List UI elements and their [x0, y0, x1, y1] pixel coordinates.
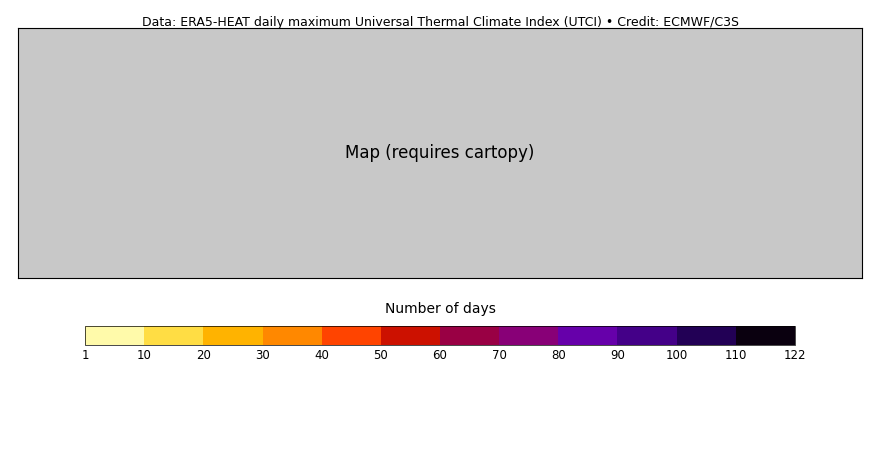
FancyBboxPatch shape	[85, 326, 144, 345]
Text: 122: 122	[783, 349, 806, 362]
Text: 110: 110	[724, 349, 747, 362]
Text: 90: 90	[610, 349, 625, 362]
Text: 50: 50	[373, 349, 388, 362]
Text: 30: 30	[255, 349, 270, 362]
FancyBboxPatch shape	[440, 326, 499, 345]
Text: Map (requires cartopy): Map (requires cartopy)	[345, 144, 535, 162]
FancyBboxPatch shape	[558, 326, 618, 345]
FancyBboxPatch shape	[144, 326, 203, 345]
FancyBboxPatch shape	[618, 326, 677, 345]
Bar	[85, 326, 795, 345]
FancyBboxPatch shape	[203, 326, 262, 345]
FancyBboxPatch shape	[381, 326, 440, 345]
Text: 40: 40	[314, 349, 329, 362]
FancyBboxPatch shape	[262, 326, 322, 345]
Text: 20: 20	[196, 349, 211, 362]
Text: 10: 10	[137, 349, 151, 362]
Text: 100: 100	[665, 349, 687, 362]
Text: 60: 60	[433, 349, 447, 362]
Text: Number of days: Number of days	[385, 302, 495, 316]
Text: 1: 1	[82, 349, 89, 362]
FancyBboxPatch shape	[499, 326, 558, 345]
Text: 70: 70	[492, 349, 507, 362]
FancyBboxPatch shape	[677, 326, 736, 345]
FancyBboxPatch shape	[322, 326, 381, 345]
Text: Data: ERA5-HEAT daily maximum Universal Thermal Climate Index (UTCI) • Credit: E: Data: ERA5-HEAT daily maximum Universal …	[142, 16, 738, 29]
Text: 80: 80	[551, 349, 566, 362]
FancyBboxPatch shape	[736, 326, 795, 345]
